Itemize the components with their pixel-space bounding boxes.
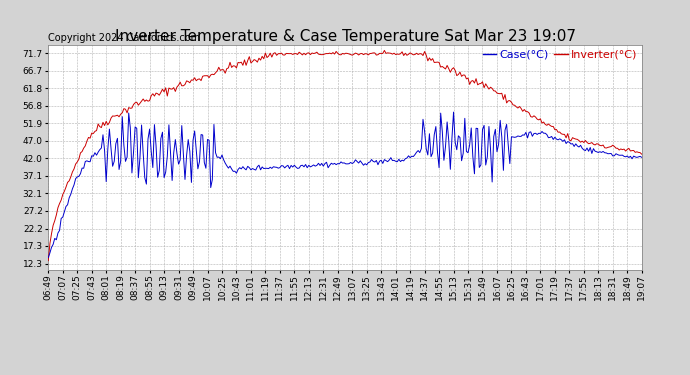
Legend: Case(°C), Inverter(°C): Case(°C), Inverter(°C) [478,45,642,64]
Text: Copyright 2024 Cartronics.com: Copyright 2024 Cartronics.com [48,33,200,43]
Title: Inverter Temperature & Case Temperature Sat Mar 23 19:07: Inverter Temperature & Case Temperature … [115,29,575,44]
